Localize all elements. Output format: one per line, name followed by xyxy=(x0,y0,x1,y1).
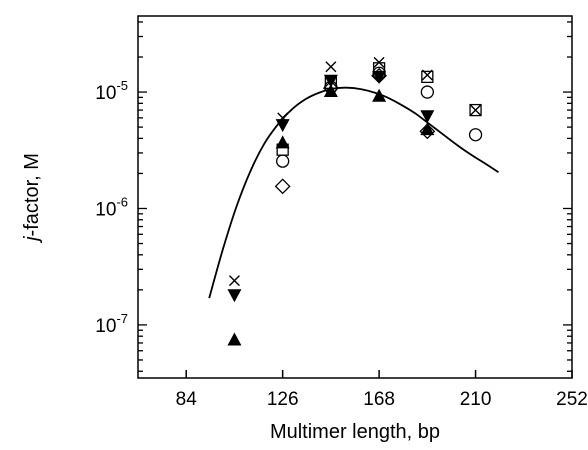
y-axis-title-italic: j xyxy=(21,236,43,244)
data-point-circle xyxy=(372,66,386,80)
y-tick-label-base: 10 xyxy=(95,316,116,337)
data-point-triangle-up xyxy=(372,88,387,102)
data-point-cross xyxy=(470,104,482,116)
data-point-circle xyxy=(468,128,483,142)
fit-curve xyxy=(208,86,499,299)
y-tick-label: 10-6 xyxy=(95,194,128,220)
data-point-square xyxy=(421,70,434,84)
data-point-square xyxy=(324,76,338,89)
y-axis-title: j-factor, M xyxy=(21,153,43,244)
x-tick-label: 126 xyxy=(267,389,299,410)
data-point-square xyxy=(372,62,386,75)
data-point-triangle-up xyxy=(227,332,242,346)
data-point-triangle-down xyxy=(420,110,435,124)
data-point-triangle-up xyxy=(323,84,338,98)
y-tick-label-base: 10 xyxy=(95,199,116,220)
data-point-circle xyxy=(420,85,434,99)
data-point-circle xyxy=(276,154,290,168)
y-tick-label: 10-7 xyxy=(95,311,128,337)
data-point-triangle-up xyxy=(275,135,290,149)
data-point-cross xyxy=(325,61,337,73)
x-tick-label: 210 xyxy=(460,389,492,410)
data-point-cross xyxy=(228,275,240,287)
fit-curve-layer xyxy=(208,86,499,299)
y-axis: 10-710-610-5 xyxy=(95,21,572,372)
data-point-diamond xyxy=(322,80,339,97)
plot-frame xyxy=(137,15,573,379)
x-tick-label: 84 xyxy=(176,389,198,410)
y-tick-label: 10-5 xyxy=(95,78,128,104)
data-points-layer xyxy=(227,56,483,346)
data-point-diamond xyxy=(274,178,291,195)
y-tick-label-exponent: -5 xyxy=(116,78,128,93)
data-point-triangle-down xyxy=(227,289,242,303)
data-point-triangle-up xyxy=(420,122,435,136)
data-point-triangle-down xyxy=(275,119,290,133)
x-tick-label: 252 xyxy=(556,389,588,410)
data-point-square xyxy=(469,103,482,117)
x-tick-label: 168 xyxy=(363,389,395,410)
data-point-diamond xyxy=(371,67,388,84)
y-tick-label-exponent: -6 xyxy=(116,194,128,209)
y-tick-label-base: 10 xyxy=(95,83,116,104)
y-axis-title-rest: -factor, M xyxy=(21,153,43,236)
y-tick-label-exponent: -7 xyxy=(116,311,128,326)
x-axis-title: Multimer length, bp xyxy=(270,421,440,443)
x-axis: 84 126 168 210 252 xyxy=(176,370,588,410)
data-point-diamond xyxy=(419,123,436,140)
